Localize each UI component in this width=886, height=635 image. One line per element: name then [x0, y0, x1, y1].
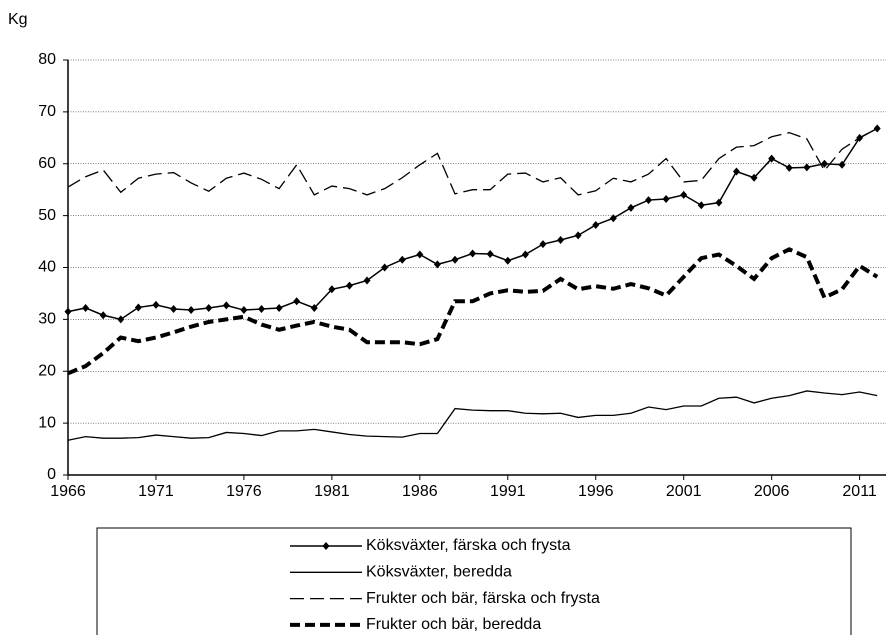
y-tick-label: 70 — [38, 103, 56, 120]
point-marker — [592, 220, 600, 229]
point-marker — [645, 196, 653, 205]
legend-box — [96, 527, 852, 635]
point-marker — [557, 236, 565, 245]
point-marker — [697, 201, 705, 210]
point-marker — [187, 306, 195, 315]
point-marker — [99, 311, 107, 320]
point-marker — [785, 163, 793, 172]
point-marker — [170, 305, 178, 313]
point-marker — [574, 231, 582, 240]
point-marker — [363, 276, 371, 285]
point-marker — [609, 214, 617, 223]
point-marker — [258, 305, 266, 313]
point-marker — [205, 303, 213, 312]
point-marker — [715, 198, 723, 207]
x-tick-label: 1996 — [578, 483, 614, 500]
point-marker — [433, 260, 441, 269]
point-marker — [627, 203, 635, 212]
x-tick-label: 1991 — [490, 483, 526, 500]
point-marker — [838, 160, 846, 169]
legend-marker — [322, 542, 330, 550]
point-marker — [152, 300, 160, 309]
point-marker — [328, 285, 336, 294]
point-marker — [310, 303, 318, 312]
point-marker — [293, 297, 301, 306]
point-marker — [504, 256, 512, 265]
series-line — [67, 127, 878, 321]
x-tick-label: 1981 — [314, 483, 350, 500]
series-line — [67, 390, 878, 441]
point-marker — [521, 250, 529, 259]
series-line — [67, 127, 878, 196]
point-marker — [680, 190, 688, 199]
point-marker — [750, 173, 758, 182]
point-marker — [469, 249, 477, 258]
point-marker — [222, 301, 230, 310]
point-marker — [451, 255, 459, 264]
x-tick-label: 2006 — [754, 483, 790, 500]
y-tick-label: 30 — [38, 311, 56, 328]
y-tick-label: 40 — [38, 259, 56, 276]
point-marker — [539, 240, 547, 249]
legend-label: Köksväxter, färska och frysta — [366, 537, 571, 554]
point-marker — [416, 250, 424, 259]
point-marker — [803, 163, 811, 172]
x-tick-label: 1966 — [50, 483, 86, 500]
x-tick-label: 1971 — [138, 483, 174, 500]
point-marker — [768, 154, 776, 163]
y-tick-label: 20 — [38, 362, 56, 379]
y-tick-label: 0 — [47, 466, 56, 483]
x-tick-label: 1986 — [402, 483, 438, 500]
point-marker — [275, 303, 283, 312]
legend-label: Köksväxter, beredda — [366, 564, 512, 581]
y-tick-label: 80 — [38, 51, 56, 68]
point-marker — [117, 315, 125, 324]
point-marker — [732, 167, 740, 176]
y-tick-label: 50 — [38, 207, 56, 224]
point-marker — [381, 263, 389, 272]
legend-label: Frukter och bär, beredda — [366, 616, 541, 633]
x-tick-label: 1976 — [226, 483, 262, 500]
point-marker — [398, 255, 406, 264]
point-marker — [820, 159, 828, 168]
point-marker — [345, 281, 353, 290]
y-axis-label: Kg — [8, 11, 28, 28]
x-tick-label: 2011 — [842, 483, 877, 500]
point-marker — [64, 307, 72, 316]
point-marker — [240, 306, 248, 315]
x-tick-label: 2001 — [666, 483, 702, 500]
point-marker — [486, 250, 494, 259]
legend-label: Frukter och bär, färska och frysta — [366, 590, 600, 607]
point-marker — [82, 303, 90, 312]
series-line — [67, 247, 879, 376]
point-marker — [662, 195, 670, 204]
y-tick-label: 10 — [38, 414, 56, 431]
point-marker — [134, 303, 142, 312]
y-tick-label: 60 — [38, 155, 56, 172]
